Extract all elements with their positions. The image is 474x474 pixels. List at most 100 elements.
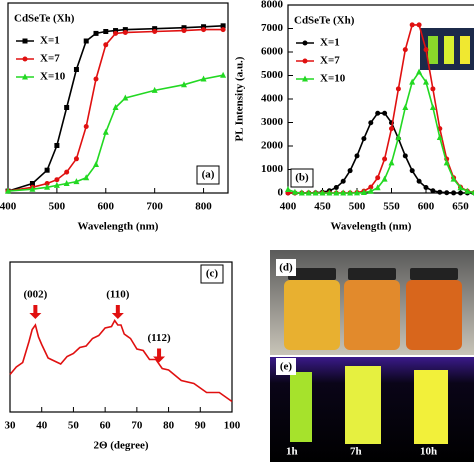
marker xyxy=(409,22,415,28)
marker xyxy=(367,187,374,194)
marker xyxy=(200,75,207,82)
x-tick-label: 400 xyxy=(0,201,17,213)
marker xyxy=(340,178,346,184)
time-label: 10h xyxy=(420,446,437,458)
legend-title: CdSeTe (Xh) xyxy=(294,15,355,27)
marker xyxy=(103,42,109,48)
x-tick-label: 450 xyxy=(314,201,331,213)
marker xyxy=(63,180,70,186)
marker xyxy=(368,184,374,190)
marker xyxy=(395,86,401,92)
marker xyxy=(181,25,187,31)
x-tick-label: 40 xyxy=(36,420,48,432)
x-tick-label: 400 xyxy=(280,201,297,213)
marker xyxy=(113,28,119,34)
marker xyxy=(73,178,80,185)
y-tick-label: 2000 xyxy=(261,140,284,152)
marker xyxy=(416,22,422,28)
time-label: 1h xyxy=(286,446,298,458)
marker xyxy=(44,181,50,186)
marker xyxy=(381,175,388,182)
y-tick-label: 0 xyxy=(278,187,284,199)
y-tick-label: 5000 xyxy=(261,69,284,81)
x-tick-label: 60 xyxy=(100,420,112,432)
marker xyxy=(402,103,409,110)
x-tick-label: 600 xyxy=(98,201,115,213)
photo-d: (d) xyxy=(270,250,474,355)
marker xyxy=(181,28,187,34)
marker xyxy=(429,103,436,110)
marker xyxy=(389,126,394,132)
marker xyxy=(326,189,333,196)
legend-label: X=10 xyxy=(320,73,346,85)
marker xyxy=(416,68,423,75)
x-tick-label: 50 xyxy=(68,420,80,432)
marker xyxy=(83,124,89,129)
data-line xyxy=(9,318,233,403)
legend-label: X=7 xyxy=(40,53,60,65)
marker xyxy=(374,184,381,191)
annotation: (112) xyxy=(147,332,171,344)
marker xyxy=(361,136,367,142)
marker xyxy=(44,183,51,190)
marker xyxy=(22,73,28,80)
legend-label: X=10 xyxy=(40,71,66,83)
y-tick-label: 3000 xyxy=(261,116,284,128)
marker xyxy=(464,187,471,194)
marker xyxy=(458,190,463,196)
marker xyxy=(416,178,422,184)
x-tick-label: 800 xyxy=(195,201,212,213)
legend-label: X=1 xyxy=(320,37,340,49)
marker xyxy=(151,86,158,93)
x-tick-label: 500 xyxy=(49,201,66,213)
x-tick-label: 500 xyxy=(349,201,366,213)
marker xyxy=(444,190,450,196)
panel-label: (c) xyxy=(206,268,219,280)
marker xyxy=(409,168,415,174)
marker xyxy=(83,38,89,44)
marker xyxy=(423,78,429,85)
marker xyxy=(450,175,457,182)
marker xyxy=(430,188,436,194)
marker xyxy=(423,47,429,53)
x-axis-label: 2Θ (degree) xyxy=(93,440,148,452)
panel-label-box xyxy=(200,264,224,284)
marker xyxy=(103,29,109,34)
x-tick-label: 80 xyxy=(163,420,175,432)
marker xyxy=(44,167,50,173)
marker xyxy=(319,189,326,196)
photo-label: (e) xyxy=(280,361,293,373)
y-tick-label: 6000 xyxy=(261,46,284,58)
photo-e: (e) 1h 7h 10h xyxy=(270,357,474,462)
marker xyxy=(436,134,443,141)
time-label: 7h xyxy=(350,446,362,458)
annotation-arrow xyxy=(111,305,124,319)
y-tick-label: 1000 xyxy=(261,163,284,175)
marker xyxy=(181,81,187,88)
marker xyxy=(73,156,79,162)
marker xyxy=(93,76,99,82)
x-tick-label: 600 xyxy=(418,201,435,213)
marker xyxy=(5,187,11,194)
marker xyxy=(382,110,388,116)
marker xyxy=(53,181,60,188)
marker xyxy=(112,104,119,110)
marker xyxy=(83,174,90,181)
x-tick-label: 550 xyxy=(383,201,400,213)
marker xyxy=(340,189,347,196)
x-tick-label: 90 xyxy=(195,420,207,432)
marker xyxy=(375,175,381,181)
x-axis-label: Wavelength (nm) xyxy=(331,221,412,233)
legend-title: CdSeTe (Xh) xyxy=(14,13,75,25)
marker xyxy=(395,134,402,141)
marker xyxy=(382,156,388,162)
marker xyxy=(451,190,457,196)
annotation: (110) xyxy=(106,289,130,301)
x-tick-label: 30 xyxy=(5,420,17,432)
marker xyxy=(122,29,128,35)
y-axis-label: PL Intensity (a.u.) xyxy=(234,56,246,141)
marker xyxy=(220,71,227,78)
marker xyxy=(113,30,119,36)
annotation: (002) xyxy=(23,289,47,301)
